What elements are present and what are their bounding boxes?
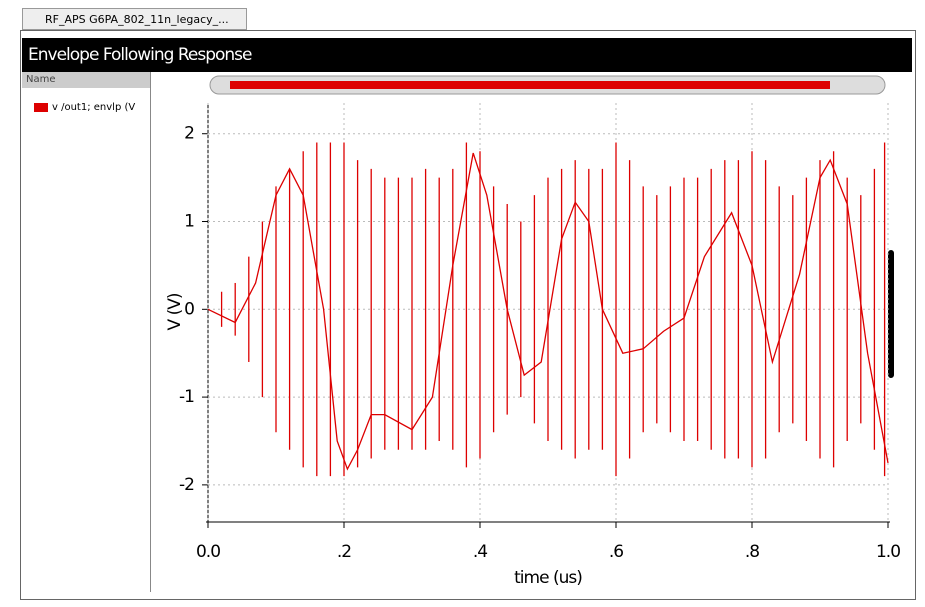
legend-item[interactable]: v /out1; envlp (V bbox=[34, 102, 135, 113]
y-tick-label: 0 bbox=[184, 299, 194, 319]
y-tick-label: 1 bbox=[184, 212, 194, 232]
y-tick-label: 2 bbox=[184, 124, 194, 144]
tab[interactable]: RF_APS G6PA_802_11n_legacy_... bbox=[22, 8, 247, 30]
x-tick-label: .8 bbox=[745, 542, 759, 562]
scroll-thumb[interactable] bbox=[230, 81, 830, 89]
envelope-line bbox=[207, 152, 889, 471]
x-tick-label: .4 bbox=[473, 542, 487, 562]
x-axis-label: time (us) bbox=[514, 568, 582, 588]
x-tick-label: 0.0 bbox=[196, 542, 220, 562]
frame bbox=[20, 30, 916, 600]
legend-swatch bbox=[34, 102, 48, 112]
legend-label: v /out1; envlp (V bbox=[52, 102, 136, 113]
chart-title: Envelope Following Response bbox=[22, 38, 912, 72]
x-tick-label: 1.0 bbox=[876, 542, 900, 562]
y-axis-label: V (V) bbox=[165, 293, 185, 330]
panel-header: Name bbox=[22, 72, 150, 88]
y-tick-label: -1 bbox=[179, 387, 194, 407]
x-tick-label: .6 bbox=[609, 542, 623, 562]
y-tick-label: -2 bbox=[179, 475, 194, 495]
side-panel: Name v /out1; envlp (V bbox=[22, 72, 151, 592]
side-handle[interactable] bbox=[888, 250, 894, 378]
x-tick-label: .2 bbox=[337, 542, 351, 562]
